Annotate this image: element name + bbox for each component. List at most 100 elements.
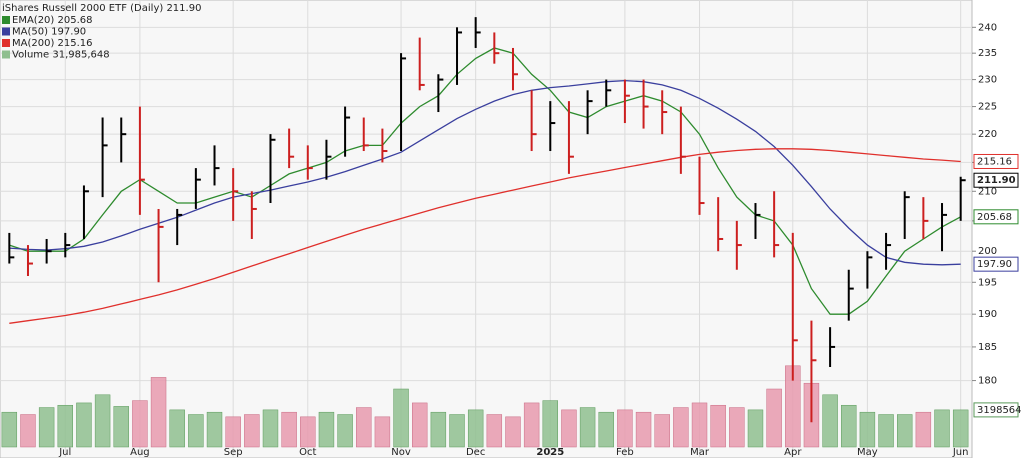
y-tick-label: 210 (978, 186, 997, 197)
value-tag-label: 3198564 (977, 405, 1022, 416)
volume-bar (486, 414, 503, 448)
volume-bar (878, 414, 894, 448)
legend-swatch (2, 16, 10, 24)
x-tick-label: Dec (466, 447, 485, 458)
volume-bar (635, 411, 652, 448)
volume-bar (859, 411, 876, 448)
x-tick-label: Nov (391, 447, 411, 458)
volume-bar (356, 407, 372, 448)
volume-bar (132, 400, 148, 448)
y-tick-label: 195 (978, 277, 997, 288)
volume-bar (281, 411, 297, 448)
volume-bar (691, 402, 708, 448)
value-tag (973, 172, 1019, 188)
x-tick-label: Apr (784, 447, 802, 458)
plot-area (0, 0, 973, 458)
value-tag (973, 209, 1019, 225)
volume-bar (598, 411, 614, 448)
chart-title: iShares Russell 2000 ETF (Daily) 211.90 (2, 3, 201, 14)
price-layer (8, 17, 966, 423)
value-tag-label: 197.90 (977, 259, 1012, 270)
y-tick-label: 200 (978, 246, 997, 257)
volume-bar (934, 409, 950, 448)
volume-bar (841, 404, 857, 448)
legend-label: EMA(20) 205.68 (12, 15, 92, 26)
volume-bar (617, 409, 633, 448)
volume-bar (467, 409, 484, 448)
label-layer: iShares Russell 2000 ETF (Daily) 211.90 … (2, 3, 1022, 458)
x-tick-label: May (857, 447, 878, 458)
volume-bar (337, 414, 353, 448)
volume-bar (952, 409, 969, 448)
legend-swatch (2, 27, 10, 36)
y-tick-label: 235 (978, 48, 997, 59)
volume-layer (1, 365, 969, 448)
ma-line (9, 79, 961, 266)
ma-line (9, 47, 962, 315)
y-tick-label: 230 (978, 75, 997, 86)
volume-bar (673, 407, 689, 448)
volume-bar (76, 402, 92, 448)
volume-bar (747, 409, 764, 448)
value-tag-label: 215.16 (977, 156, 1012, 167)
volume-bar (188, 414, 204, 448)
volume-bar (1, 411, 18, 448)
volume-bar (244, 414, 260, 448)
volume-bar (430, 411, 447, 448)
value-tag (973, 402, 1019, 418)
volume-bar (897, 414, 913, 448)
ma-line (9, 148, 961, 324)
volume-bar (318, 411, 335, 448)
x-tick-label: Sep (224, 447, 243, 458)
x-tick-label: Jun (952, 447, 969, 458)
volume-bar (262, 409, 279, 448)
volume-bar (393, 388, 409, 448)
volume-bar (561, 409, 577, 448)
grid (0, 0, 976, 458)
legend-label: MA(50) 197.90 (12, 27, 86, 38)
volume-bar (20, 414, 36, 448)
volume-bar (57, 404, 73, 448)
x-tick-label: Jul (58, 447, 71, 458)
volume-bar (710, 404, 726, 448)
y-tick-label: 240 (978, 22, 997, 33)
y-tick-label: 180 (978, 376, 997, 387)
volume-bar (225, 416, 241, 448)
volume-bar (300, 416, 316, 448)
y-tick-label: 220 (978, 129, 997, 140)
volume-bar (374, 416, 391, 448)
y-tick-label: 185 (978, 342, 997, 353)
volume-bar (654, 414, 670, 448)
y-tick-label: 190 (978, 309, 997, 320)
x-tick-label: Oct (299, 447, 316, 458)
x-tick-label: Feb (616, 447, 634, 458)
value-tag-label: 211.90 (977, 175, 1016, 186)
volume-bar (729, 407, 745, 448)
legend-label: Volume 31,985,648 (12, 50, 110, 61)
legend-swatch (2, 39, 10, 47)
value-tag (973, 153, 1019, 169)
volume-bar (766, 388, 782, 448)
value-tag-label: 205.68 (977, 212, 1012, 223)
legend-label: MA(200) 215.16 (12, 38, 93, 49)
volume-bar (915, 411, 932, 448)
volume-bar (523, 402, 540, 448)
volume-bar (579, 407, 596, 448)
volume-bar (113, 406, 129, 448)
volume-bar (449, 414, 465, 448)
volume-bar (542, 400, 558, 448)
x-tick-label: 2025 (536, 447, 564, 458)
volume-bar (412, 402, 428, 448)
volume-bar (94, 394, 111, 448)
x-tick-label: Mar (690, 447, 710, 458)
legend-swatch (2, 50, 10, 59)
volume-bar (38, 407, 55, 448)
y-tick-label: 225 (978, 102, 997, 113)
x-tick-label: Aug (130, 447, 150, 458)
volume-bar (505, 416, 521, 448)
volume-bar (206, 411, 223, 448)
volume-bar (169, 409, 185, 448)
value-tag (973, 256, 1019, 272)
volume-bar (822, 394, 838, 448)
